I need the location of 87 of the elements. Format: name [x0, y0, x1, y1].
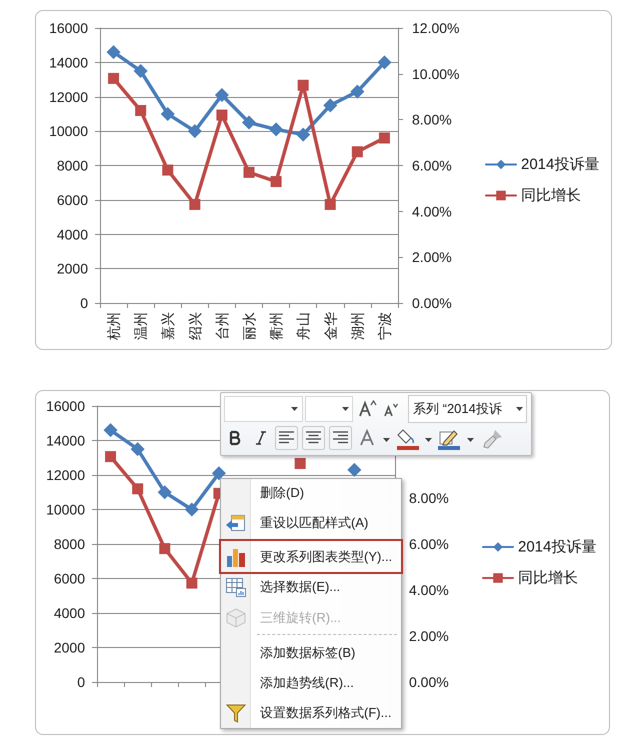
point: [188, 124, 202, 138]
y-tick-label: 16000: [46, 398, 86, 414]
point: [347, 462, 362, 477]
point: [323, 98, 338, 112]
y-tick-label: 12000: [46, 467, 86, 483]
y2-tick-label: 2.00%: [409, 628, 449, 644]
point: [212, 466, 226, 480]
y2-tick-label: 8.00%: [409, 490, 449, 506]
legend-label: 2014投诉量: [518, 538, 596, 556]
y-tick-label: 0: [80, 295, 88, 311]
point: [130, 442, 145, 456]
y-tick-label: 8000: [54, 536, 86, 552]
point: [350, 84, 364, 99]
y2-tick-label: 2.00%: [412, 249, 452, 266]
y-tick-label: 6000: [56, 192, 88, 208]
annotation: 添加数据标签(B): [260, 644, 356, 662]
annotation: 删除(D): [260, 484, 304, 502]
point: [378, 132, 390, 144]
point: [132, 483, 144, 494]
point: [134, 64, 148, 78]
point: [104, 423, 118, 438]
y-tick-label: 12000: [49, 88, 88, 105]
annotation: 选择数据(E)...: [260, 578, 340, 596]
x-tick-label: 衢州: [268, 312, 284, 340]
y-tick-label: 4000: [56, 226, 88, 242]
point: [159, 543, 170, 554]
x-tick-label: 宁波: [376, 312, 392, 340]
y2-tick-label: 6.00%: [412, 158, 452, 174]
y2-tick-label: 6.00%: [409, 536, 449, 552]
x-tick-label: 温州: [132, 312, 149, 340]
x-tick-label: 湖州: [349, 312, 366, 340]
x-tick-label: 嘉兴: [160, 312, 176, 340]
point: [242, 116, 256, 130]
point: [352, 146, 363, 158]
y2-tick-label: 4.00%: [409, 582, 449, 598]
point: [244, 166, 254, 178]
point: [296, 128, 310, 142]
point: [105, 451, 116, 462]
point: [324, 198, 336, 210]
x-tick-label: 金华: [322, 312, 338, 340]
point: [214, 88, 229, 102]
point: [270, 176, 282, 188]
point: [135, 105, 146, 116]
series-dropdown: 系列 “2014投诉: [408, 395, 527, 423]
y-tick-label: 14000: [46, 432, 86, 448]
y-tick-label: 6000: [54, 570, 86, 586]
legend-label: 2014投诉量: [521, 156, 600, 173]
y2-tick-label: 0.00%: [409, 674, 449, 690]
x-tick-label: 舟山: [295, 312, 312, 340]
y-tick-label: 10000: [46, 502, 86, 518]
annotation: 添加趋势线(R)...: [260, 674, 354, 692]
y2-tick-label: 12.00%: [412, 20, 460, 36]
y-tick-label: 8000: [56, 158, 88, 174]
x-tick-label: 台州: [214, 312, 230, 340]
point: [184, 502, 199, 516]
point: [377, 55, 392, 70]
point: [160, 106, 175, 121]
text: 设置数据系列格式(F)...: [260, 704, 392, 722]
y2-tick-label: 8.00%: [412, 112, 452, 128]
point: [294, 458, 306, 469]
y2-tick-label: 4.00%: [412, 203, 452, 220]
y-tick-label: 2000: [56, 260, 88, 277]
point: [106, 45, 121, 60]
point: [186, 578, 198, 589]
annotation: 重设以匹配样式(A): [260, 514, 368, 532]
y-tick-label: 2000: [54, 640, 86, 656]
x-tick-label: 丽水: [241, 312, 257, 340]
y-tick-label: 16000: [49, 20, 88, 36]
y2-tick-label: 10.00%: [412, 66, 460, 82]
point: [189, 198, 200, 210]
annotation: 三维旋转(R)...: [260, 609, 341, 627]
point: [298, 80, 309, 91]
y2-tick-label: 0.00%: [412, 295, 452, 311]
legend-label: 同比增长: [518, 570, 578, 586]
legend-label: 同比增长: [521, 187, 581, 204]
x-tick-label: 杭州: [106, 312, 122, 341]
point: [108, 72, 120, 84]
y-tick-label: 0: [77, 674, 86, 690]
point: [162, 164, 174, 176]
y-tick-label: 14000: [49, 54, 88, 70]
point: [269, 122, 284, 136]
annotation: 更改系列图表类型(Y)...: [260, 548, 392, 566]
y-tick-label: 10000: [49, 123, 88, 140]
point: [158, 485, 172, 500]
x-tick-label: 绍兴: [186, 312, 203, 340]
point: [216, 110, 228, 121]
y-tick-label: 4000: [54, 605, 86, 621]
